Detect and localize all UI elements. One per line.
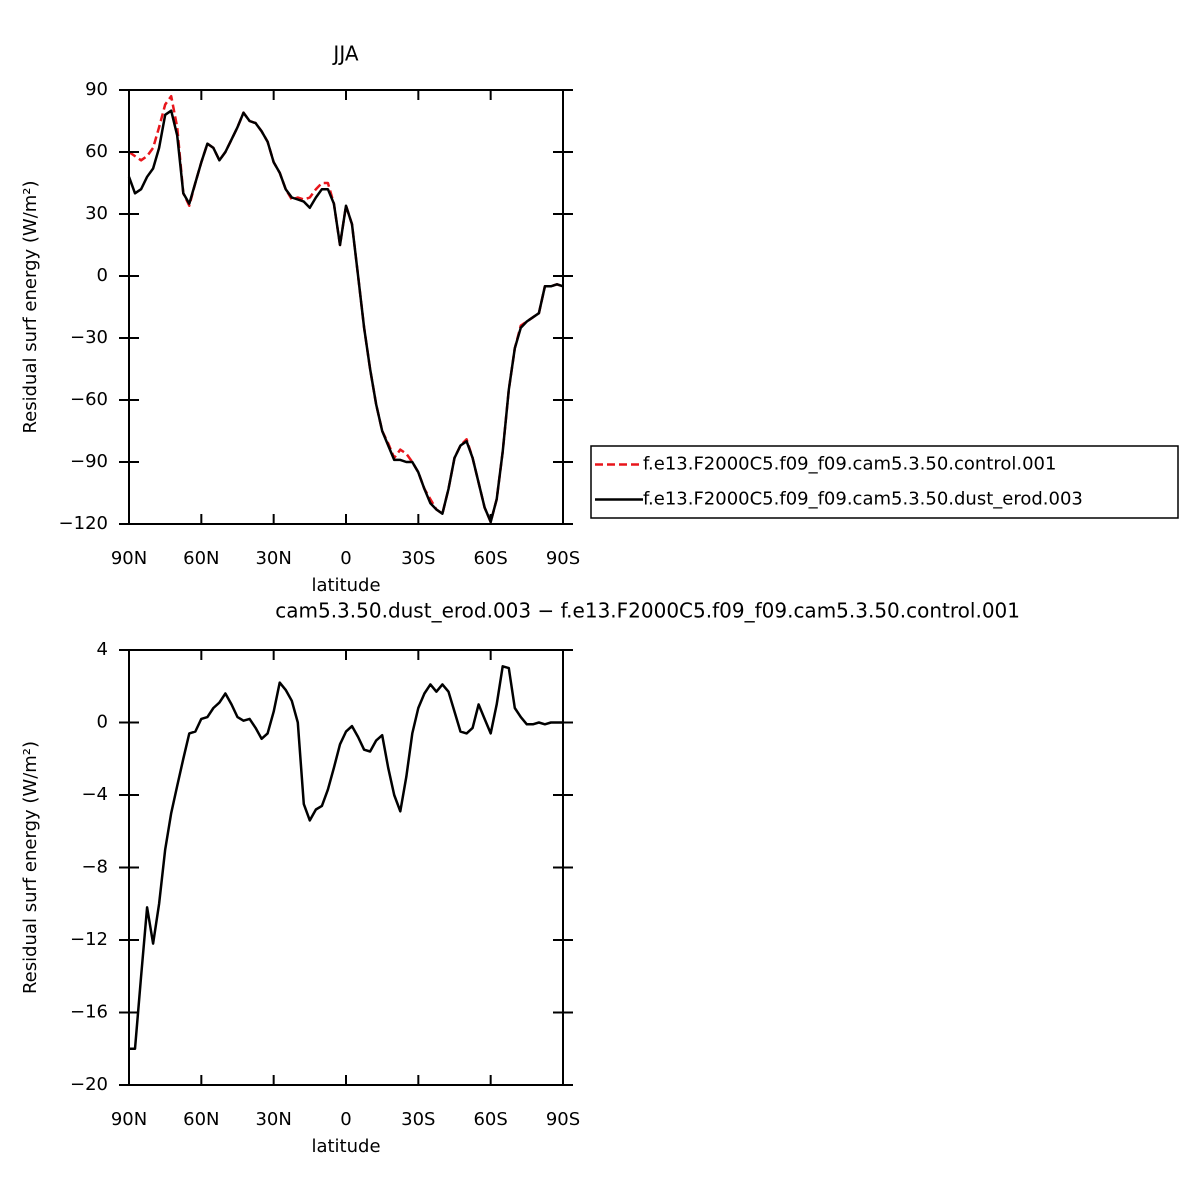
x-tick-label: 0 xyxy=(340,548,351,569)
y-tick-label: −60 xyxy=(70,389,108,410)
x-tick-label: 60N xyxy=(183,1109,219,1130)
x-tick-label: 30N xyxy=(255,1109,291,1130)
x-tick-label: 30S xyxy=(401,1109,435,1130)
y-tick-label: −16 xyxy=(70,1002,108,1023)
data-line xyxy=(127,109,564,524)
x-tick-label: 60N xyxy=(183,548,219,569)
plot-frame xyxy=(128,649,564,1086)
legend-box xyxy=(590,445,1179,519)
x-tick-label: 60S xyxy=(473,548,507,569)
x-tick-label: 0 xyxy=(340,1109,351,1130)
y-axis-label: Residual surf energy (W/m²) xyxy=(20,180,41,433)
plot-frame xyxy=(128,89,564,525)
data-line xyxy=(129,665,563,1051)
x-tick-label: 60S xyxy=(473,1109,507,1130)
data-line xyxy=(128,94,564,524)
y-tick-label: −90 xyxy=(70,451,108,472)
x-tick-label: 90S xyxy=(546,548,580,569)
y-tick-label: 0 xyxy=(97,712,108,733)
y-tick-label: −120 xyxy=(59,513,108,534)
chart-title: JJA xyxy=(331,42,358,66)
x-tick-label: 90S xyxy=(546,1109,580,1130)
y-tick-label: −20 xyxy=(70,1074,108,1095)
legend: f.e13.F2000C5.f09_f09.cam5.3.50.control.… xyxy=(590,445,1179,519)
y-tick-label: 60 xyxy=(85,141,108,162)
x-axis-label: latitude xyxy=(311,575,380,596)
y-axis-label: Residual surf energy (W/m²) xyxy=(20,741,41,994)
x-axis-label: latitude xyxy=(311,1136,380,1157)
legend-label: f.e13.F2000C5.f09_f09.cam5.3.50.control.… xyxy=(643,454,1056,475)
y-tick-label: 30 xyxy=(85,203,108,224)
y-tick-label: −12 xyxy=(70,929,108,950)
x-tick-label: 90N xyxy=(111,548,147,569)
y-tick-label: −8 xyxy=(81,857,108,878)
legend-label: f.e13.F2000C5.f09_f09.cam5.3.50.dust_ero… xyxy=(643,489,1083,510)
y-tick-label: −30 xyxy=(70,327,108,348)
y-tick-label: 90 xyxy=(85,79,108,100)
x-tick-label: 30N xyxy=(255,548,291,569)
y-tick-label: 0 xyxy=(97,265,108,286)
chart-title: cam5.3.50.dust_erod.003 − f.e13.F2000C5.… xyxy=(275,599,1020,623)
x-tick-label: 90N xyxy=(111,1109,147,1130)
y-tick-label: 4 xyxy=(97,639,108,660)
x-tick-label: 30S xyxy=(401,548,435,569)
y-tick-label: −4 xyxy=(81,784,108,805)
